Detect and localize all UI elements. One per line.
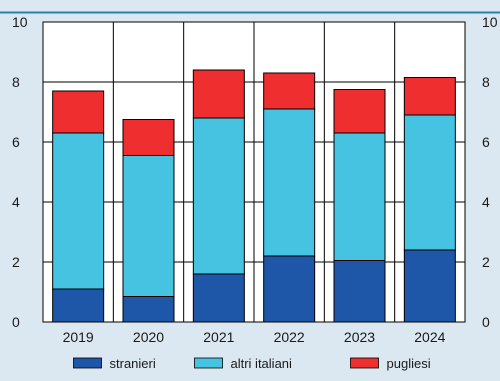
y-tick-label-right: 0	[482, 314, 490, 330]
plot-frame	[42, 21, 466, 323]
grid	[43, 22, 465, 322]
bar-segment	[333, 260, 386, 323]
bar-segment	[52, 90, 105, 134]
bar-segment	[122, 155, 175, 297]
legend-label: pugliesi	[387, 356, 431, 371]
bar-segment	[192, 273, 245, 323]
y-tick-label-right: 8	[482, 74, 490, 90]
y-tick-label-left: 0	[12, 314, 20, 330]
bar-segment	[403, 114, 456, 251]
y-tick-label-right: 4	[482, 194, 490, 210]
y-tick-label-left: 4	[12, 194, 20, 210]
legend-swatch	[350, 357, 379, 369]
y-tick-label-left: 2	[12, 254, 20, 270]
bar-segment	[333, 132, 386, 261]
y-tick-label-right: 6	[482, 134, 490, 150]
bars	[52, 69, 456, 323]
y-tick-label-right: 10	[482, 14, 498, 30]
y-tick-label-left: 10	[12, 14, 28, 30]
axes: 2019 2020 2021 2022 2023 2024 0 0 2 2 4 4 6 6 8 8 10 10	[12, 14, 498, 345]
bar-segment	[263, 72, 316, 110]
x-tick-label: 2020	[133, 329, 164, 345]
bar-segment	[333, 89, 386, 134]
legend-label: altri italiani	[231, 356, 293, 371]
legend-swatch	[73, 357, 102, 369]
legend-label: stranieri	[110, 356, 156, 371]
bar-segment	[263, 108, 316, 257]
x-tick-label: 2024	[414, 329, 445, 345]
x-tick-label: 2019	[63, 329, 94, 345]
bar-segment	[192, 69, 245, 119]
bar-segment	[403, 77, 456, 116]
y-tick-label-left: 6	[12, 134, 20, 150]
bar-segment	[122, 296, 175, 323]
x-tick-label: 2022	[274, 329, 305, 345]
x-tick-label: 2023	[344, 329, 375, 345]
bar-segment	[52, 132, 105, 290]
legend-swatch	[194, 357, 223, 369]
legend: stranieri altri italiani pugliesi	[73, 356, 431, 371]
y-tick-label-left: 8	[12, 74, 20, 90]
bar-segment	[263, 255, 316, 323]
bar-segment	[403, 249, 456, 323]
y-tick-label-right: 2	[482, 254, 490, 270]
bar-segment	[52, 288, 105, 323]
x-tick-label: 2021	[203, 329, 234, 345]
bar-segment	[192, 117, 245, 275]
bar-segment	[122, 119, 175, 156]
